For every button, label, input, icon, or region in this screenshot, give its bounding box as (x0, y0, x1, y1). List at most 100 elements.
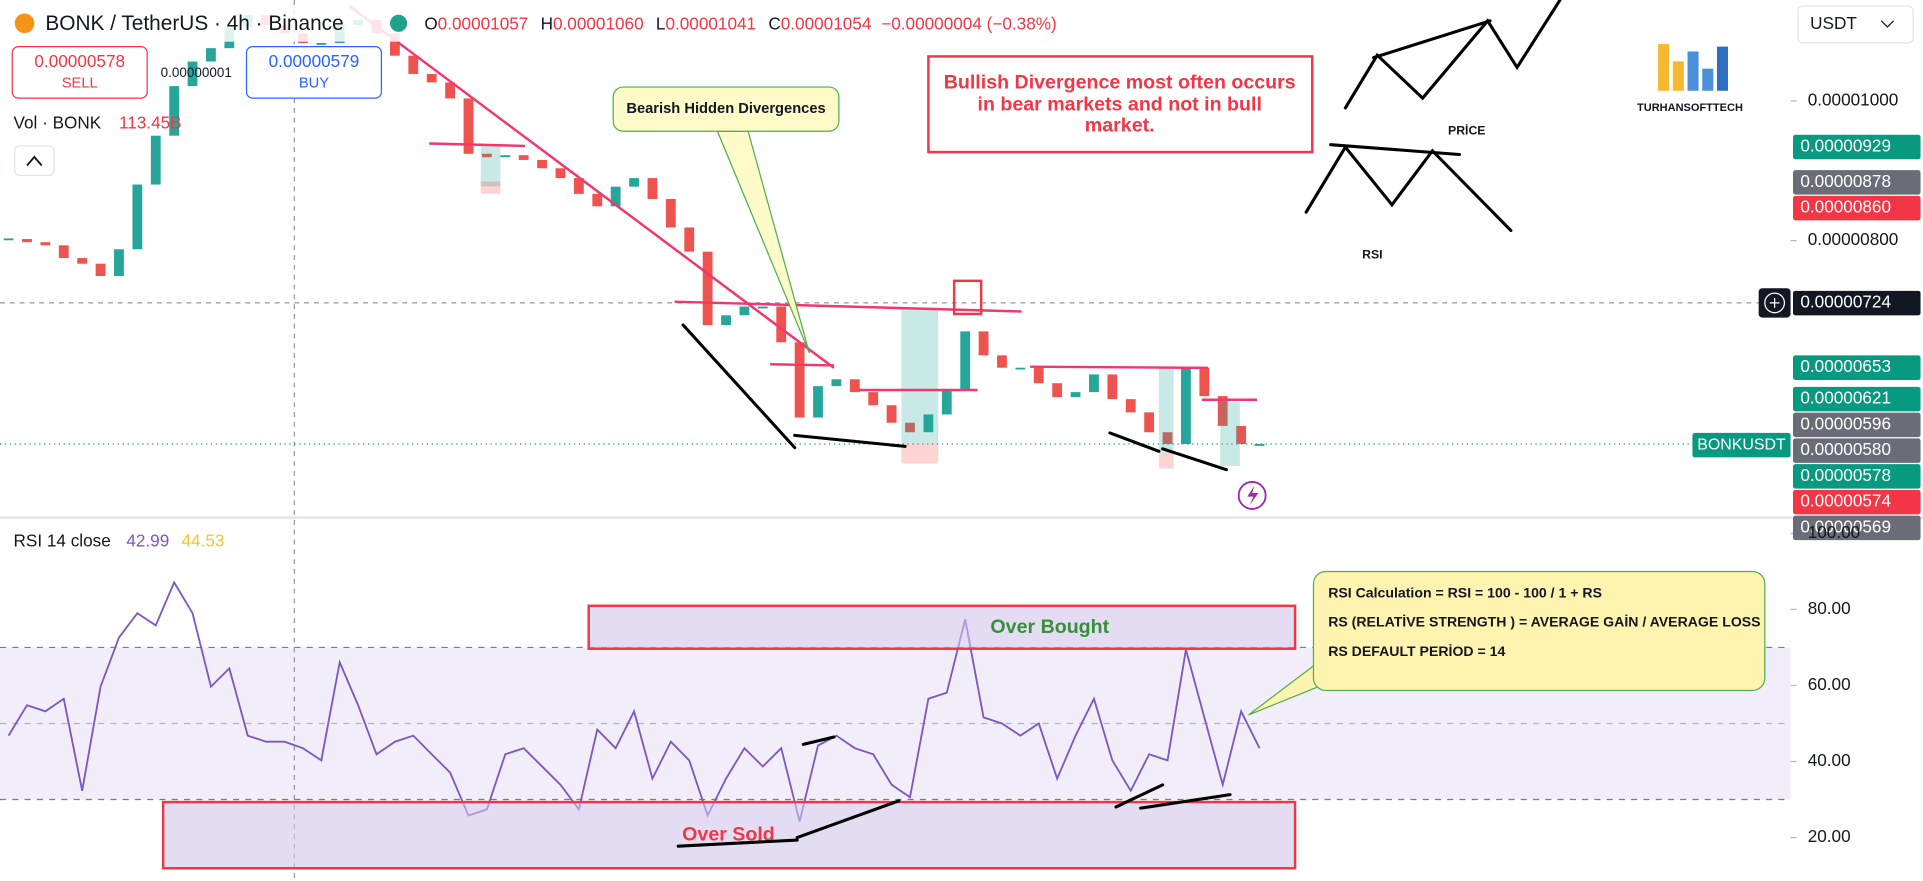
formula-box (1312, 570, 1766, 692)
candle (1033, 367, 1044, 384)
range-box (480, 144, 501, 187)
candle (702, 251, 713, 326)
trend-line (348, 5, 835, 369)
sketch-line (1372, 19, 1492, 60)
ohlc-key: O (424, 13, 437, 33)
symbol-badge (1692, 432, 1791, 458)
rsi-line (7, 580, 1261, 822)
candle (206, 48, 216, 62)
candle (629, 178, 639, 187)
price-badge (1793, 515, 1921, 541)
collapse-button[interactable] (14, 145, 55, 176)
buy-price: 0.00000579 (269, 51, 360, 71)
logo-bar (1672, 61, 1684, 91)
sell-button[interactable] (11, 45, 148, 99)
candle (592, 193, 603, 207)
sketch-line (1304, 144, 1513, 233)
add-icon (1764, 292, 1786, 314)
price-badge (1793, 134, 1921, 160)
price-badge-text: 0.00000596 (1800, 413, 1891, 433)
candle (610, 186, 621, 207)
ohlc-value: 0.00001054 (781, 13, 872, 33)
logo-bar (1687, 51, 1699, 91)
candle (1052, 383, 1063, 398)
candle (831, 379, 842, 387)
spread: 0.00000001 (161, 65, 232, 80)
logo-bar (1702, 68, 1714, 91)
range-box (1158, 367, 1174, 454)
note-text: Bullish Divergence most often occurs (944, 72, 1296, 94)
level-line (1030, 365, 1209, 370)
divergence-line (795, 799, 901, 840)
candle (978, 331, 989, 356)
divergence-line (676, 838, 799, 848)
candle (77, 258, 88, 264)
candle (868, 392, 879, 406)
price-annotations: Bearish Hidden Divergences Bullish Diver… (348, 0, 1743, 472)
sketch-line (1329, 143, 1461, 157)
candle (389, 33, 400, 56)
logo: TURHANSOFTTECH (1637, 44, 1743, 114)
currency-select[interactable] (1797, 5, 1914, 44)
candle (1107, 374, 1118, 400)
y-tick-label: 0.00001000 (1808, 89, 1899, 109)
price-badge-text: 0.00000578 (1800, 465, 1891, 485)
logo-text: TURHANSOFTTECH (1637, 102, 1743, 114)
ohlc-value: 0.00001057 (438, 13, 529, 33)
candle (22, 239, 32, 243)
candle (518, 155, 529, 160)
range-box (901, 443, 939, 464)
price-badge-text: 0.00000653 (1800, 356, 1891, 376)
currency-label: USDT (1810, 13, 1857, 33)
candle (721, 315, 731, 326)
candle (960, 331, 971, 391)
y-tick-label: 40.00 (1808, 750, 1851, 770)
candle (941, 390, 952, 415)
candle (40, 242, 51, 246)
over-bought-box (587, 604, 1297, 650)
candle (187, 61, 198, 87)
candle (58, 245, 69, 259)
level-line (770, 362, 834, 367)
market-status (389, 14, 408, 32)
candle (1254, 444, 1265, 446)
note-box (927, 55, 1314, 154)
symbol-title[interactable]: BONK / TetherUS · 4h · Binance (45, 12, 343, 35)
rsi-annotations: Over Bought Over Sold RSI Calculation = … (161, 570, 1766, 870)
callout-text: Bearish Hidden Divergences (626, 101, 825, 117)
sell-label: SELL (62, 75, 98, 91)
candle (1217, 396, 1228, 426)
candle (1070, 392, 1081, 398)
divergence-line (1161, 447, 1228, 472)
sketch-label: PRİCE (1448, 122, 1485, 137)
y-tick-label: 60.00 (1808, 674, 1851, 694)
callout-box (612, 86, 840, 132)
note-text: market. (1085, 115, 1155, 137)
ohlc-key: H (541, 13, 553, 33)
divergence-line (1139, 793, 1232, 810)
candle (316, 42, 327, 45)
candle (3, 238, 14, 241)
price-badge (1793, 464, 1921, 489)
price-badge-text: 0.00000724 (1800, 292, 1891, 312)
plot-layer (3, 15, 1265, 822)
buy-button[interactable] (245, 45, 383, 99)
divergence-line (793, 433, 907, 448)
candle (886, 405, 897, 423)
range-box (1158, 453, 1174, 469)
callout-pointer (716, 130, 811, 354)
y-tick-label: 80.00 (1808, 598, 1851, 618)
candle (1236, 425, 1247, 445)
price-badge-text: 0.00000929 (1800, 136, 1891, 156)
price-badge (1793, 290, 1921, 316)
collapse-icon (26, 155, 43, 167)
range-box (901, 309, 939, 444)
candle (445, 82, 455, 99)
candle (757, 306, 768, 309)
price-badge-text: 0.00000878 (1800, 171, 1891, 191)
candle (1181, 367, 1191, 445)
volume-value: 113.45B (119, 112, 182, 132)
header-backdrop (0, 4, 1178, 42)
candle (647, 178, 658, 199)
